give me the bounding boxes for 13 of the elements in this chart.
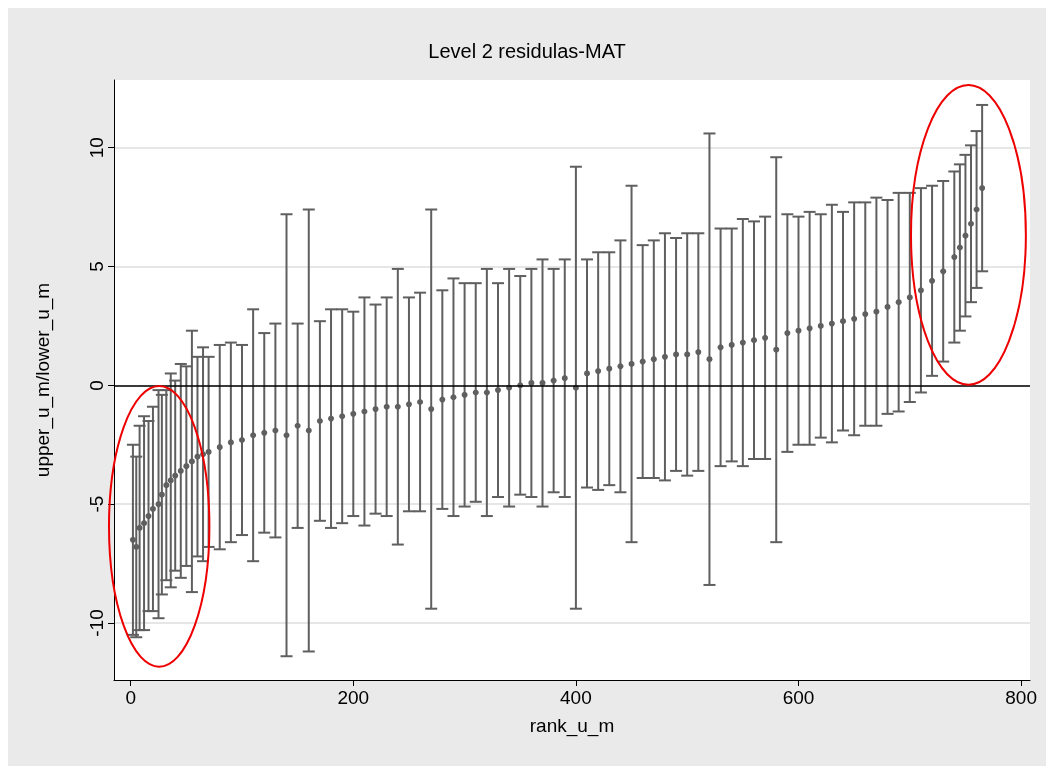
y-axis-title: upper_u_m/lower_u_m (32, 282, 54, 478)
x-tick-label: 400 (560, 687, 592, 708)
x-axis-title: rank_u_m (529, 715, 615, 737)
x-tick-label: 0 (125, 687, 136, 708)
y-tick-label: -10 (86, 609, 107, 637)
y-tick-label: 0 (86, 380, 107, 391)
y-tick-label: -5 (86, 495, 107, 513)
chart-title: Level 2 residulas-MAT (428, 40, 626, 62)
x-tick-label: 600 (782, 687, 815, 708)
x-tick-label: 800 (1005, 687, 1037, 708)
y-tick-label: 5 (86, 261, 107, 272)
y-tick-label: 10 (86, 137, 107, 159)
x-tick-label: 200 (337, 687, 370, 708)
